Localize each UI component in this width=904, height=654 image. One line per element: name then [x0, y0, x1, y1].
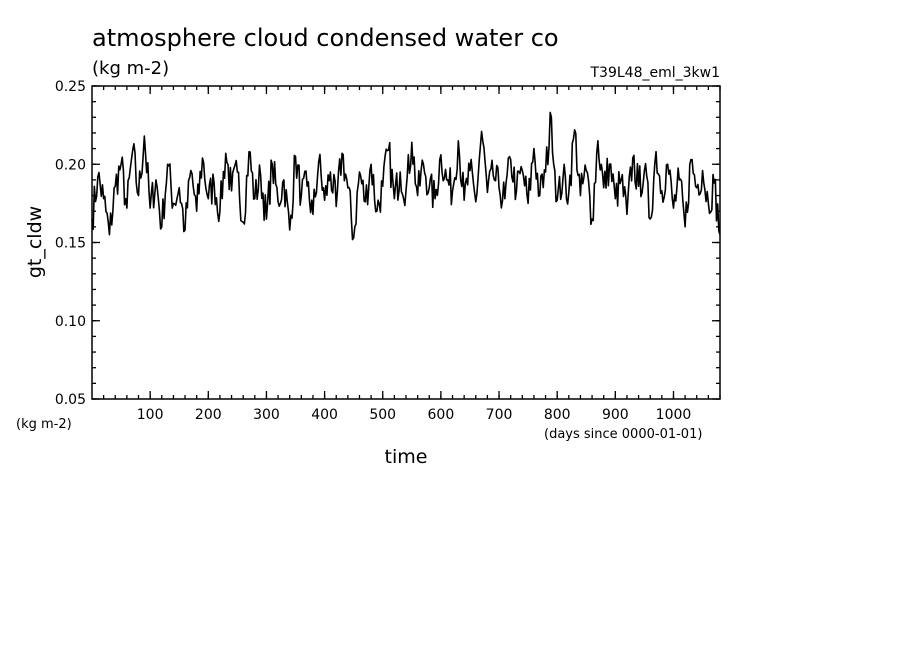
- x-tick-label: 900: [602, 407, 629, 423]
- x-tick-label: 400: [311, 407, 338, 423]
- chart-subtitle-units: (kg m-2): [92, 58, 169, 79]
- y-tick-label: 0.10: [55, 314, 86, 330]
- x-axis-label: time: [385, 446, 428, 468]
- chart-title: atmosphere cloud condensed water co: [92, 24, 559, 52]
- x-tick-label: 800: [544, 407, 571, 423]
- x-tick-label: 200: [195, 407, 222, 423]
- chart-subtitle-experiment: T39L48_eml_3kw1: [590, 65, 721, 81]
- y-axis-label: gt_cldw: [24, 206, 46, 278]
- y-tick-label: 0.20: [55, 157, 86, 173]
- series-line-gt-cldw: [91, 111, 721, 241]
- y-axis-ticks: 0.05 0.10 0.15 0.20 0.25: [55, 79, 720, 408]
- y-axis-units: (kg m-2): [16, 417, 72, 432]
- x-tick-label: 500: [369, 407, 396, 423]
- x-tick-label: 300: [253, 407, 280, 423]
- x-tick-label: 600: [428, 407, 455, 423]
- x-tick-label: 700: [486, 407, 513, 423]
- x-tick-label: 1000: [656, 407, 692, 423]
- x-tick-label: 100: [137, 407, 164, 423]
- y-tick-label: 0.05: [55, 392, 86, 408]
- y-tick-label: 0.15: [55, 236, 86, 252]
- plot-frame: [91, 85, 721, 400]
- x-axis-units: (days since 0000-01-01): [544, 427, 702, 442]
- x-axis-ticks: 100 200 300 400 500 600 700 800 900 1000: [102, 86, 721, 423]
- y-tick-label: 0.25: [55, 79, 86, 95]
